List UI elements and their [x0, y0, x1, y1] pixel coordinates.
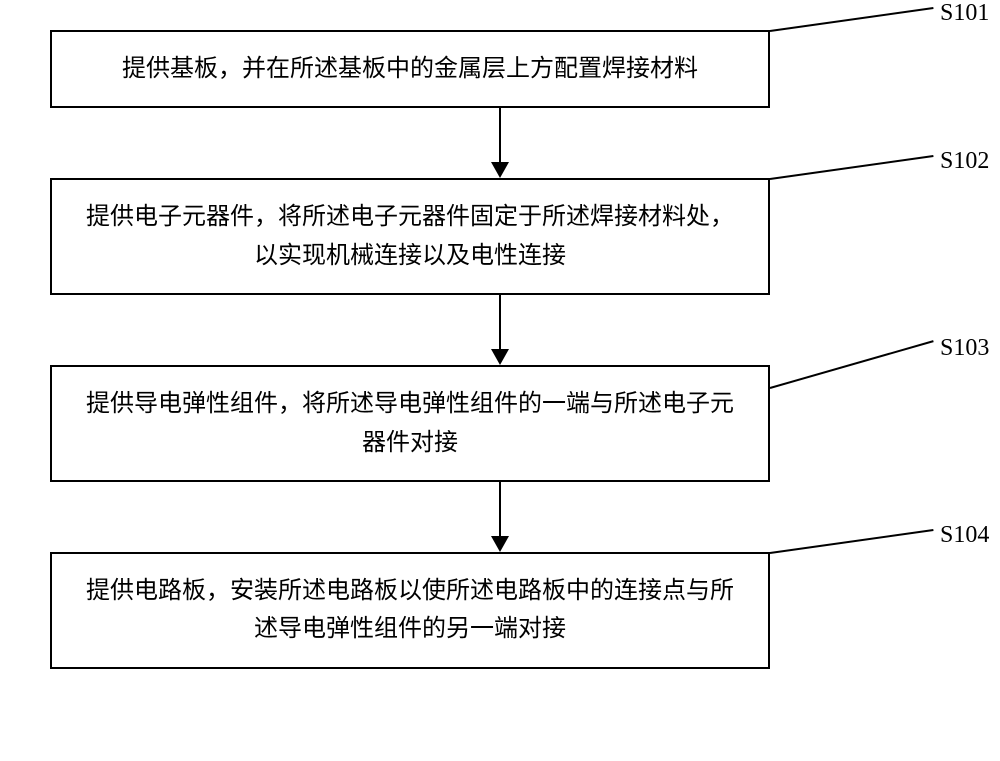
step-text-s102: 提供电子元器件，将所述电子元器件固定于所述焊接材料处，以实现机械连接以及电性连接: [86, 204, 734, 268]
step-label-s104: S104: [940, 522, 989, 549]
flowchart-container: 提供基板，并在所述基板中的金属层上方配置焊接材料 S101 提供电子元器件，将所…: [50, 30, 950, 669]
step-row-1: 提供基板，并在所述基板中的金属层上方配置焊接材料 S101: [50, 30, 950, 108]
arrow-line-1: [499, 108, 501, 162]
step-text-s103: 提供导电弹性组件，将所述导电弹性组件的一端与所述电子元器件对接: [86, 391, 734, 455]
arrow-2: [140, 295, 860, 365]
arrow-head-3: [491, 536, 509, 552]
step-text-s104: 提供电路板，安装所述电路板以使所述电路板中的连接点与所述导电弹性组件的另一端对接: [86, 578, 734, 642]
step-text-s101: 提供基板，并在所述基板中的金属层上方配置焊接材料: [122, 56, 698, 82]
arrow-head-2: [491, 349, 509, 365]
arrow-3: [140, 482, 860, 552]
step-row-3: 提供导电弹性组件，将所述导电弹性组件的一端与所述电子元器件对接 S103: [50, 365, 950, 482]
step-row-2: 提供电子元器件，将所述电子元器件固定于所述焊接材料处，以实现机械连接以及电性连接…: [50, 178, 950, 295]
step-label-s103: S103: [940, 335, 989, 362]
step-box-s101: 提供基板，并在所述基板中的金属层上方配置焊接材料: [50, 30, 770, 108]
arrow-line-2: [499, 295, 501, 349]
step-box-s104: 提供电路板，安装所述电路板以使所述电路板中的连接点与所述导电弹性组件的另一端对接: [50, 552, 770, 669]
step-box-s102: 提供电子元器件，将所述电子元器件固定于所述焊接材料处，以实现机械连接以及电性连接: [50, 178, 770, 295]
arrow-line-3: [499, 482, 501, 536]
arrow-head-1: [491, 162, 509, 178]
connector-s101: [770, 7, 934, 32]
arrow-1: [140, 108, 860, 178]
step-label-s101: S101: [940, 0, 989, 27]
step-box-s103: 提供导电弹性组件，将所述导电弹性组件的一端与所述电子元器件对接: [50, 365, 770, 482]
step-label-s102: S102: [940, 148, 989, 175]
step-row-4: 提供电路板，安装所述电路板以使所述电路板中的连接点与所述导电弹性组件的另一端对接…: [50, 552, 950, 669]
